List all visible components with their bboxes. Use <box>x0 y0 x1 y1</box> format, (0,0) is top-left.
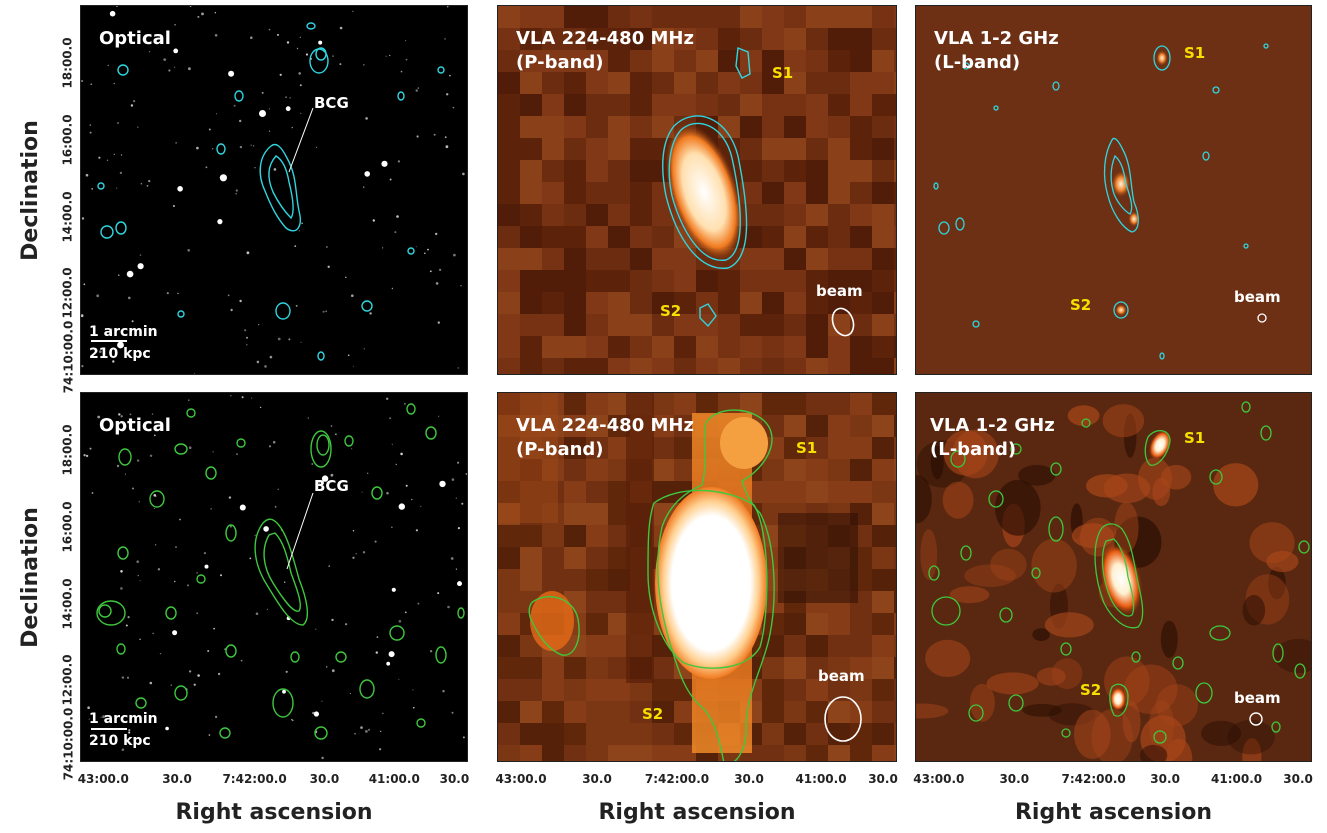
x-axis-label-center: Right ascension <box>598 800 796 825</box>
dec-tick-label: 18:00.0 <box>61 37 76 89</box>
pband-bottom-title-line2: (P-band) <box>516 439 604 460</box>
lband-top-image <box>916 6 1311 374</box>
pband-top-title-line2: (P-band) <box>516 52 604 73</box>
dec-tick-label: 16:00.0 <box>61 501 76 553</box>
ra-tick-label: 30.0 <box>999 772 1030 786</box>
pband-bottom-s2-label: S2 <box>642 705 664 723</box>
ra-tick-label: 30.0 <box>1283 772 1313 786</box>
lband-top-s2-label: S2 <box>1070 296 1092 314</box>
lband-bottom-s1-label: S1 <box>1184 429 1206 447</box>
star-field <box>83 395 467 760</box>
contours-bottom-lband <box>928 401 1310 744</box>
contours-top-pband <box>662 47 751 328</box>
dec-tick-label: 14:00.0 <box>61 191 76 243</box>
ra-tick-label: 30.0 <box>734 772 764 786</box>
lband-top-beam-label: beam <box>1234 288 1281 306</box>
optical-bottom-scale-angle: 1 arcmin <box>89 711 158 727</box>
ra-tick-label: 41:00.0 <box>368 772 420 786</box>
optical-top-bcg-label: BCG <box>314 94 349 112</box>
ra-tick-label: 7:42:00.0 <box>222 772 287 786</box>
contours-bottom-optical <box>96 403 465 740</box>
optical-bottom-scale-distance: 210 kpc <box>89 733 151 749</box>
panel-optical-bottom: Optical BCG 1 arcmin 210 kpc <box>80 392 468 762</box>
ra-tick-label: 41:00.0 <box>1211 772 1263 786</box>
optical-top-scale-angle: 1 arcmin <box>89 324 158 340</box>
ra-tick-label: 30.0 <box>162 772 192 786</box>
panel-lband-bottom: VLA 1-2 GHz (L-band) S1 S2 beam <box>915 392 1312 762</box>
lband-top-title-line1: VLA 1-2 GHz <box>934 28 1059 49</box>
optical-top-title: Optical <box>99 28 171 49</box>
lband-top-s1-label: S1 <box>1184 44 1206 62</box>
ra-tick-label: 30.0 <box>582 772 612 786</box>
ra-tick-label: 43:00.0 <box>77 772 129 786</box>
panel-lband-top: VLA 1-2 GHz (L-band) S1 S2 beam <box>915 5 1312 375</box>
ra-tick-label: 30.0 <box>309 772 340 786</box>
x-axis-label-right: Right ascension <box>1014 800 1213 825</box>
ra-tick-label: 7:42:00.0 <box>1061 772 1126 786</box>
dec-tick-label: 12:00.0 <box>61 654 76 706</box>
pband-bottom-image <box>498 393 896 761</box>
contours-top-lband <box>933 43 1269 360</box>
lband-bottom-beam-label: beam <box>1234 689 1281 707</box>
dec-tick-label: 12:00.0 <box>61 267 76 319</box>
pband-top-s1-label: S1 <box>772 64 794 82</box>
panel-pband-bottom: VLA 224-480 MHz (P-band) S1 S2 beam <box>497 392 897 762</box>
dec-tick-label: 16:00.0 <box>61 114 76 166</box>
star-field <box>81 6 465 374</box>
ra-tick-label: 43:00.0 <box>495 772 547 786</box>
pband-top-image <box>498 6 896 374</box>
lband-top-title-line2: (L-band) <box>934 52 1021 73</box>
ra-tick-label: 43:00.0 <box>913 772 965 786</box>
optical-bottom-title: Optical <box>99 415 171 436</box>
ra-tick-label: 7:42:00.0 <box>644 772 710 786</box>
lband-bottom-image <box>916 393 1311 761</box>
dec-tick-label: 18:00.0 <box>61 424 76 476</box>
ra-tick-label: 30.0 <box>439 772 470 786</box>
radio-blobs <box>916 404 1311 761</box>
lband-bottom-title-line2: (L-band) <box>930 439 1017 460</box>
contours-bottom-pband <box>528 409 775 761</box>
panel-pband-top: VLA 224-480 MHz (P-band) S1 S2 beam <box>497 5 897 375</box>
x-axis-label-left: Right ascension <box>175 800 373 825</box>
ra-tick-label: 41:00.0 <box>795 772 847 786</box>
lband-bottom-title-line1: VLA 1-2 GHz <box>930 415 1055 436</box>
optical-bottom-bcg-label: BCG <box>314 477 349 495</box>
pband-top-s2-label: S2 <box>660 302 682 320</box>
contours-top-optical <box>97 22 445 361</box>
pband-top-beam-label: beam <box>816 282 863 300</box>
pband-bottom-s1-label: S1 <box>796 439 818 457</box>
panel-optical-top: Optical BCG 1 arcmin 210 kpc <box>80 5 468 375</box>
pband-bottom-beam-label: beam <box>818 667 865 685</box>
ra-tick-label: 30.0 <box>1150 772 1180 786</box>
optical-top-image <box>81 6 465 374</box>
y-axis-label-bottom: Declination <box>17 506 43 648</box>
optical-top-scale-distance: 210 kpc <box>89 346 151 362</box>
y-axis-label-top: Declination <box>17 119 43 261</box>
lband-bottom-s2-label: S2 <box>1080 681 1102 699</box>
dec-tick-label: 14:00.0 <box>61 578 76 630</box>
optical-bottom-image <box>83 395 467 760</box>
pband-bottom-title-line1: VLA 224-480 MHz <box>516 415 694 436</box>
pband-top-title-line1: VLA 224-480 MHz <box>516 28 694 49</box>
ra-tick-label: 30.0 <box>868 772 898 786</box>
